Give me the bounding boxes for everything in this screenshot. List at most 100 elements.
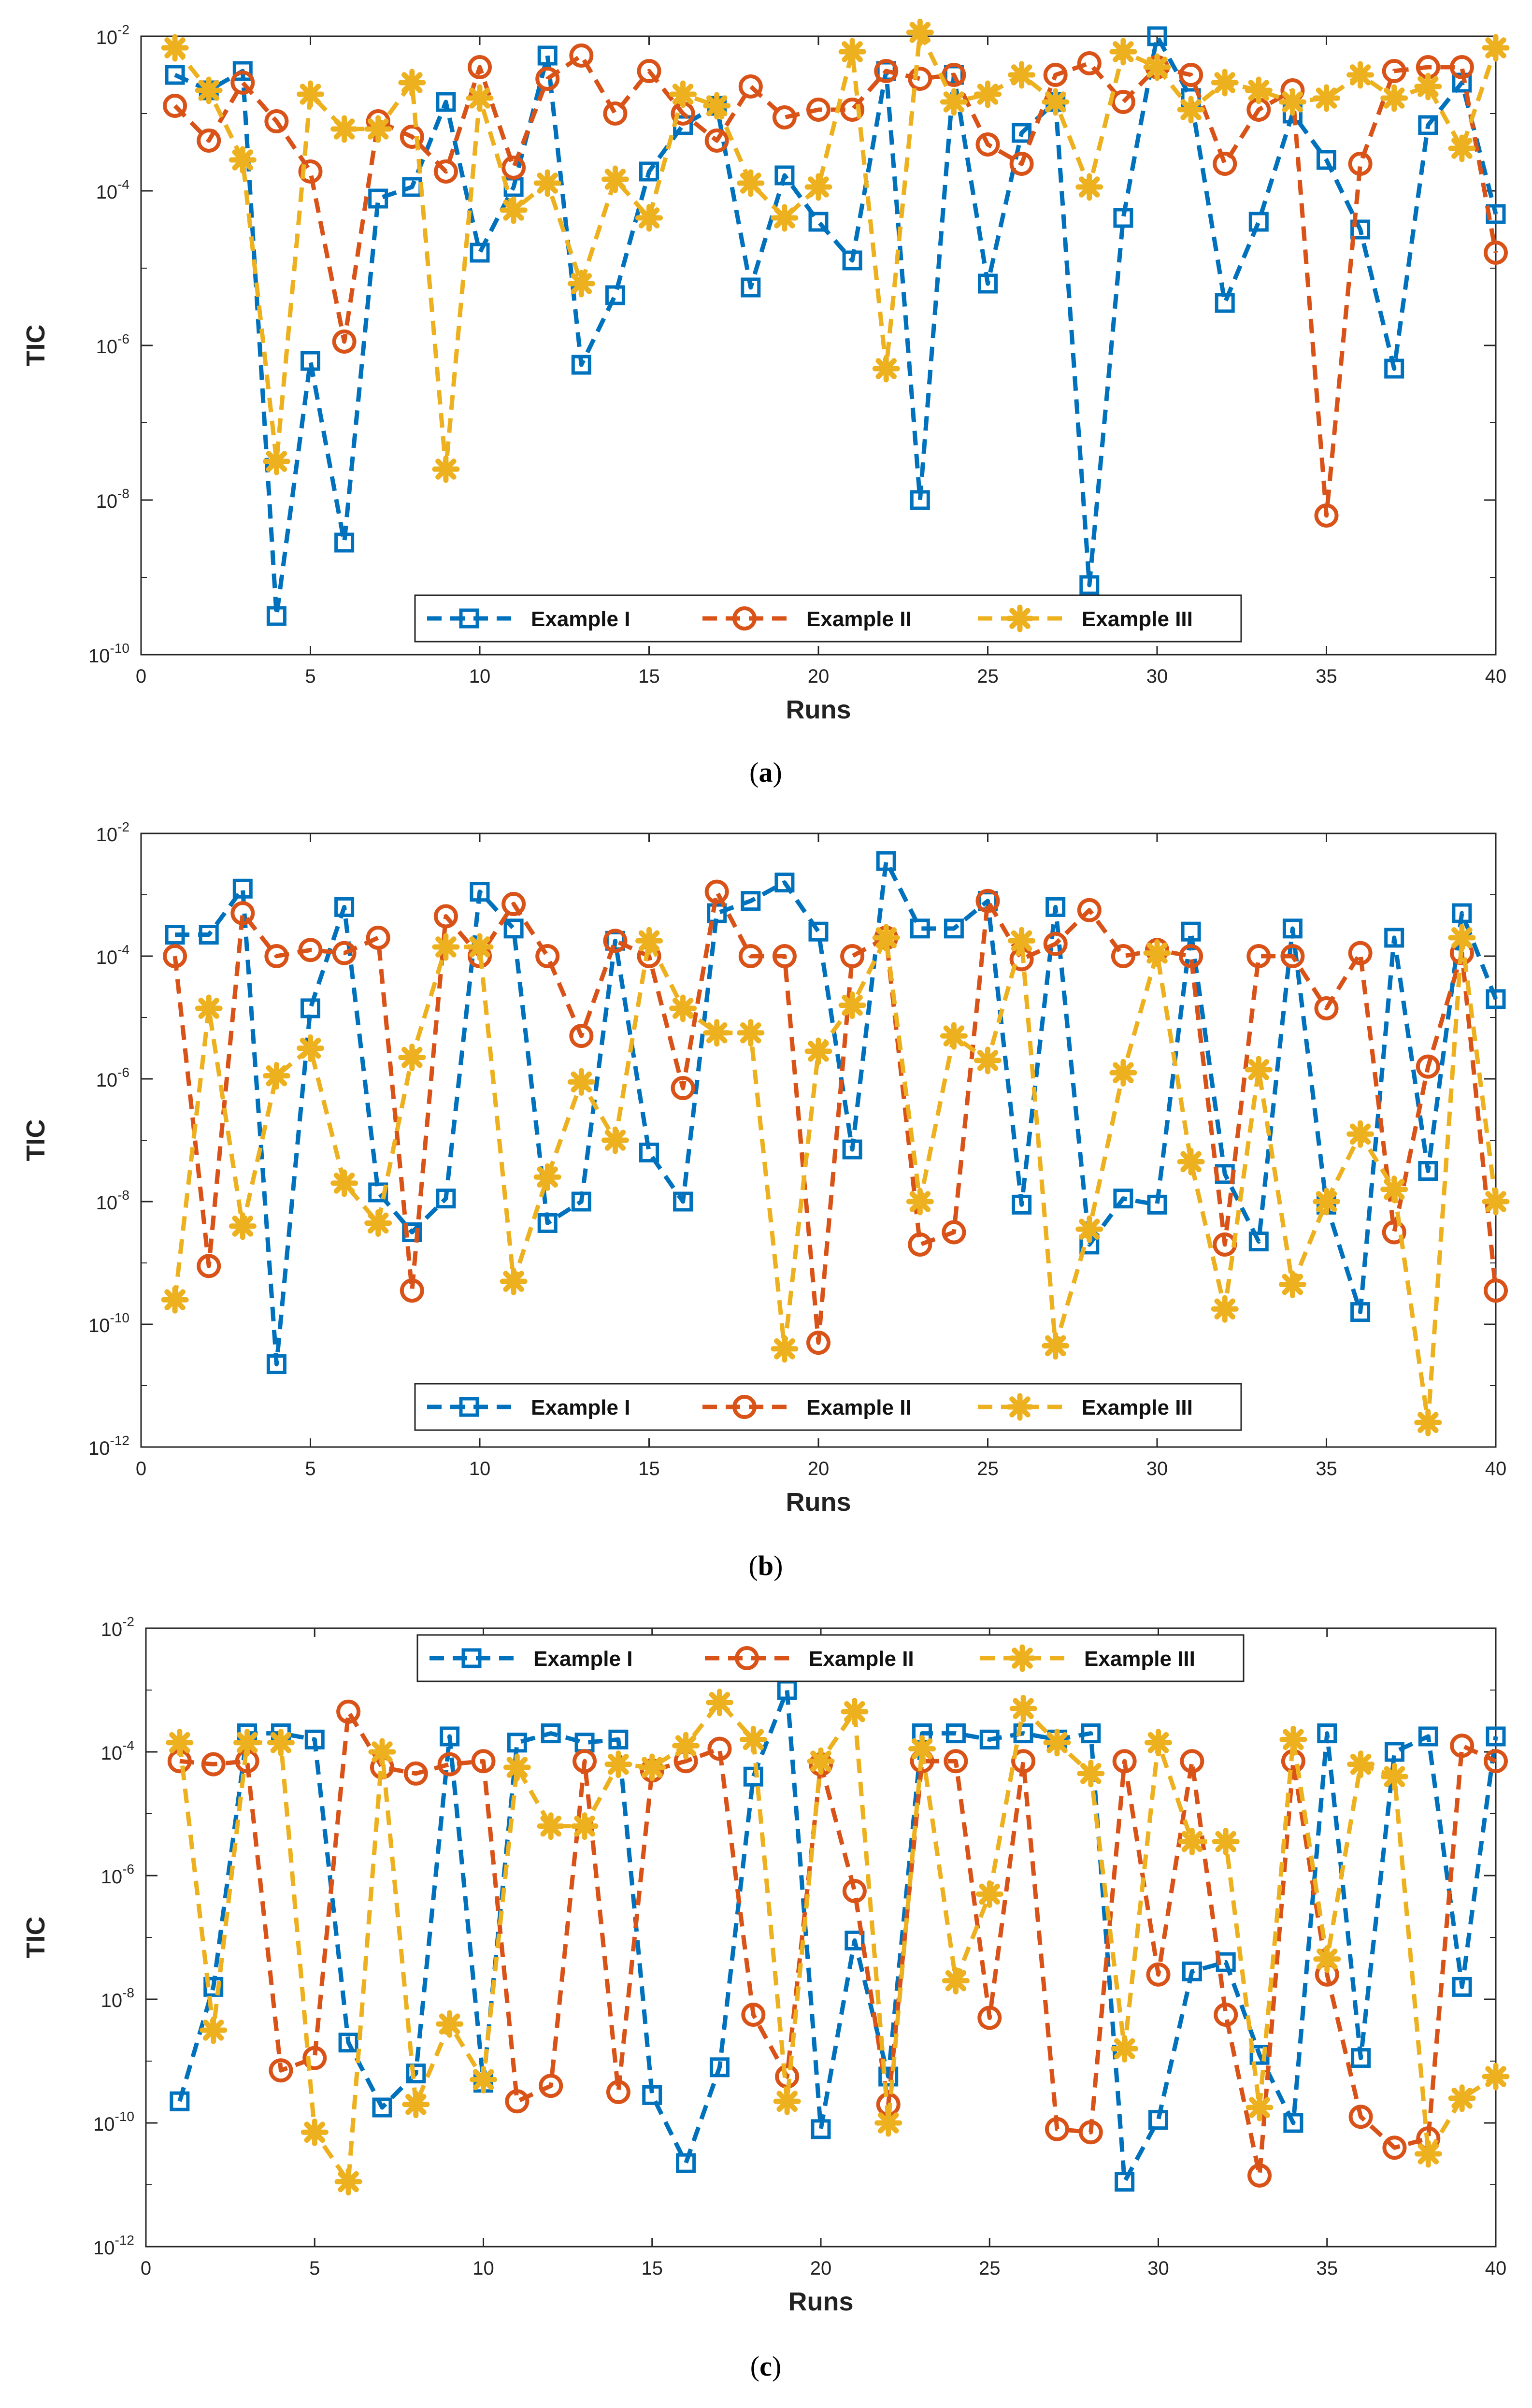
y-tick-label: 10-8 — [96, 1188, 129, 1214]
data-point — [1012, 123, 1032, 143]
data-point — [1077, 51, 1102, 75]
data-point — [1148, 2110, 1168, 2130]
data-point — [1115, 2172, 1135, 2192]
legend-marker — [732, 1395, 757, 1419]
data-point — [573, 1749, 597, 1774]
data-point — [501, 892, 526, 917]
data-point — [703, 92, 731, 120]
data-point — [535, 944, 560, 968]
series-example-iii — [161, 924, 1510, 1436]
data-point — [1347, 1750, 1375, 1778]
data-point — [975, 132, 1000, 157]
data-point — [1384, 1742, 1404, 1762]
data-point — [1448, 134, 1476, 162]
data-point — [942, 63, 966, 87]
x-tick-label: 0 — [141, 2258, 151, 2279]
data-point — [1146, 1962, 1171, 1987]
data-point — [601, 165, 629, 193]
data-point — [1078, 2120, 1103, 2145]
data-point — [364, 1209, 392, 1237]
data-point — [537, 45, 558, 66]
data-point — [1348, 152, 1373, 176]
data-point — [406, 2064, 426, 2084]
series-line — [172, 889, 1498, 1345]
data-point — [161, 1286, 189, 1314]
data-point — [1147, 1194, 1167, 1215]
data-point — [230, 901, 255, 926]
data-point — [1181, 921, 1201, 942]
data-point — [1211, 1295, 1239, 1323]
data-point — [1143, 939, 1171, 967]
data-point — [878, 2066, 899, 2087]
data-point — [338, 2033, 358, 2053]
data-point — [773, 2087, 801, 2115]
data-point — [537, 1812, 565, 1840]
data-point — [1179, 944, 1203, 968]
data-point — [1450, 1734, 1475, 1758]
x-tick-label: 10 — [469, 666, 491, 687]
legend-marker — [1006, 604, 1034, 632]
data-point — [804, 173, 832, 201]
data-point — [974, 1046, 1002, 1075]
y-tick-label: 10-4 — [101, 1738, 134, 1764]
data-point — [402, 2091, 430, 2119]
data-point — [704, 129, 729, 153]
data-point — [808, 212, 829, 232]
data-point — [266, 1354, 286, 1375]
data-point — [1112, 1749, 1137, 1774]
data-point — [470, 882, 490, 902]
data-point — [301, 351, 320, 371]
data-point — [262, 1062, 290, 1090]
data-point — [840, 98, 865, 122]
data-point — [535, 67, 560, 91]
data-point — [332, 330, 357, 354]
y-tick-label: 10-2 — [96, 22, 129, 48]
data-point — [500, 196, 528, 224]
data-point — [199, 925, 219, 945]
data-point — [269, 2058, 293, 2083]
series-example-ii — [163, 43, 1508, 528]
y-tick-label: 10-6 — [96, 1065, 129, 1091]
data-point — [1077, 898, 1102, 922]
data-point — [1008, 61, 1036, 89]
data-point — [841, 1698, 869, 1726]
data-point — [709, 2057, 730, 2078]
data-point — [197, 1254, 221, 1278]
legend-item: Example I — [427, 1396, 630, 1419]
data-point — [842, 1879, 867, 1903]
x-tick-label: 20 — [808, 666, 830, 687]
data-point — [1418, 115, 1438, 135]
data-point — [200, 2016, 228, 2044]
data-point — [1346, 1120, 1375, 1148]
data-point — [1215, 293, 1235, 313]
data-point — [910, 490, 930, 510]
data-point — [436, 2010, 464, 2038]
data-point — [537, 1213, 558, 1233]
data-point — [774, 165, 795, 186]
data-point — [539, 2074, 563, 2098]
data-point — [1380, 84, 1408, 112]
data-point — [569, 1024, 594, 1048]
data-point — [304, 1729, 325, 1749]
data-point — [872, 355, 900, 383]
legend-label: Example I — [533, 1647, 632, 1671]
data-point — [1313, 84, 1340, 112]
data-point — [1486, 989, 1506, 1009]
data-point — [336, 1699, 361, 1724]
data-point — [503, 1753, 531, 1781]
data-point — [1418, 1161, 1438, 1181]
data-point — [872, 924, 900, 952]
data-point — [364, 115, 392, 143]
x-tick-label: 35 — [1316, 1458, 1337, 1479]
x-tick-label: 35 — [1317, 2258, 1338, 2279]
data-point — [673, 1191, 693, 1212]
data-point — [1278, 88, 1306, 116]
x-tick-label: 0 — [136, 1458, 146, 1479]
data-point — [771, 204, 799, 232]
data-point — [1111, 2035, 1139, 2063]
data-point — [741, 891, 761, 911]
y-tick-label: 10-10 — [93, 2109, 134, 2135]
series-example-ii — [163, 879, 1508, 1355]
data-point — [944, 1749, 968, 1774]
